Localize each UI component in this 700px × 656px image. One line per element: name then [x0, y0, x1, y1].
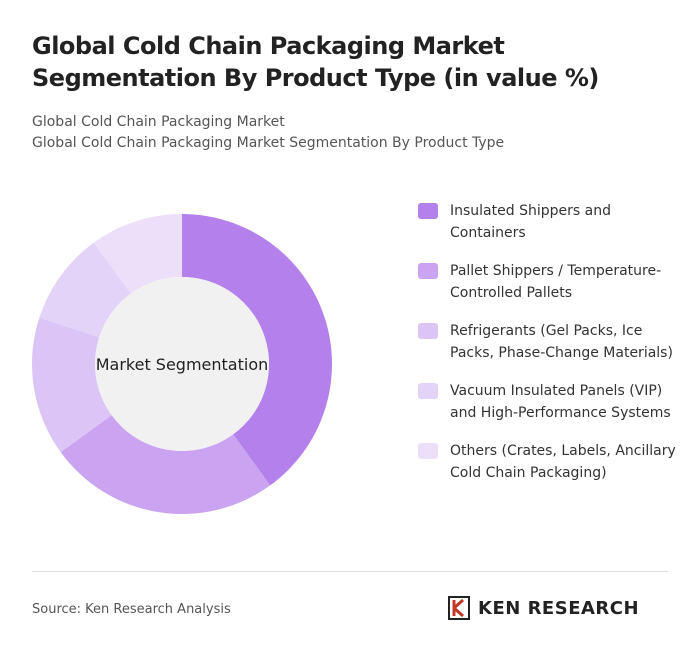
donut-segment: [32, 317, 112, 453]
center-label: Market Segmentation: [96, 355, 269, 374]
legend-label: Insulated Shippers and Containers: [450, 203, 611, 241]
legend-item: Pallet Shippers / Temperature-Controlled…: [418, 260, 678, 304]
source: Source: Ken Research Analysis: [32, 602, 231, 617]
logo: KEN RESEARCH: [448, 596, 639, 620]
logo-icon: [448, 596, 470, 620]
legend-item: Vacuum Insulated Panels (VIP) and High-P…: [418, 380, 678, 424]
subtitle: Global Cold Chain Packaging Market: [32, 114, 285, 130]
donut-chart: Market Segmentation: [32, 214, 332, 514]
legend-item: Others (Crates, Labels, Ancillary Cold C…: [418, 440, 678, 484]
legend-swatch: [418, 323, 438, 339]
legend-item: Insulated Shippers and Containers: [418, 200, 678, 244]
legend-label: Others (Crates, Labels, Ancillary Cold C…: [450, 443, 676, 481]
legend-label: Pallet Shippers / Temperature-Controlled…: [450, 263, 662, 301]
donut-segment: [182, 214, 332, 486]
legend-label: Refrigerants (Gel Packs, Ice Packs, Phas…: [450, 323, 673, 361]
donut-hole: [95, 277, 269, 451]
donut-segment: [93, 214, 182, 294]
legend-item: Refrigerants (Gel Packs, Ice Packs, Phas…: [418, 320, 678, 364]
donut-segment: [60, 415, 271, 514]
legend-label: Vacuum Insulated Panels (VIP) and High-P…: [450, 383, 671, 421]
legend: Insulated Shippers and Containers Pallet …: [418, 200, 678, 500]
legend-swatch: [418, 383, 438, 399]
subtitle: Global Cold Chain Packaging Market Segme…: [32, 135, 505, 151]
divider: [32, 571, 668, 572]
legend-swatch: [418, 203, 438, 219]
donut-segment: [39, 242, 131, 338]
legend-swatch: [418, 263, 438, 279]
chart-title: Global Cold Chain Packaging Market Segme…: [32, 32, 599, 92]
logo-text: KEN RESEARCH: [478, 597, 640, 619]
legend-swatch: [418, 443, 438, 459]
